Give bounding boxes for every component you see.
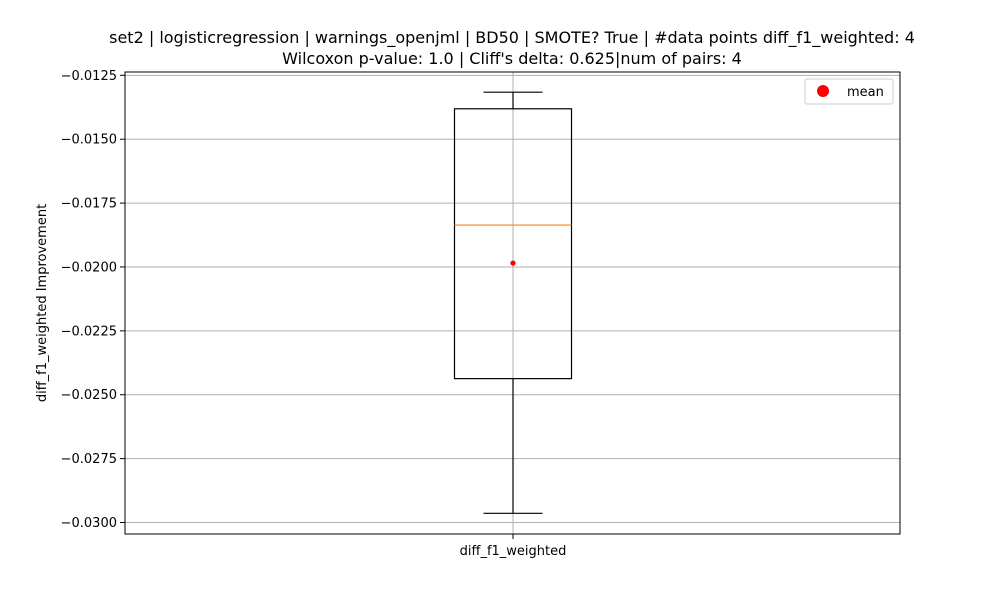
x-axis-ticks: diff_f1_weighted [460, 534, 567, 559]
chart-title-line-2: Wilcoxon p-value: 1.0 | Cliff's delta: 0… [282, 49, 742, 68]
mean-point [510, 260, 516, 266]
y-tick-label: −0.0275 [61, 452, 117, 467]
legend-entry-mean: mean [847, 85, 884, 100]
chart-title-line-1: set2 | logisticregression | warnings_ope… [109, 28, 915, 48]
y-tick-label: −0.0125 [61, 69, 117, 84]
y-tick-label: −0.0225 [61, 324, 117, 339]
y-tick-label: −0.0175 [61, 197, 117, 212]
y-axis-ticks: −0.0125 −0.0150 −0.0175 −0.0200 −0.0225 −0.02… [61, 69, 125, 531]
iqr-box [453, 108, 573, 380]
y-axis-label: diff_f1_weighted Improvement [35, 204, 50, 402]
legend-mean-marker [817, 85, 829, 97]
y-tick-label: −0.0300 [61, 516, 117, 531]
y-tick-label: −0.0150 [61, 133, 117, 148]
legend-box [804, 78, 894, 105]
y-tick-label: −0.0250 [61, 388, 117, 403]
y-tick-label: −0.0200 [61, 260, 117, 275]
x-tick-label: diff_f1_weighted [460, 544, 567, 559]
boxplot [453, 91, 573, 514]
legend: mean [804, 78, 894, 105]
